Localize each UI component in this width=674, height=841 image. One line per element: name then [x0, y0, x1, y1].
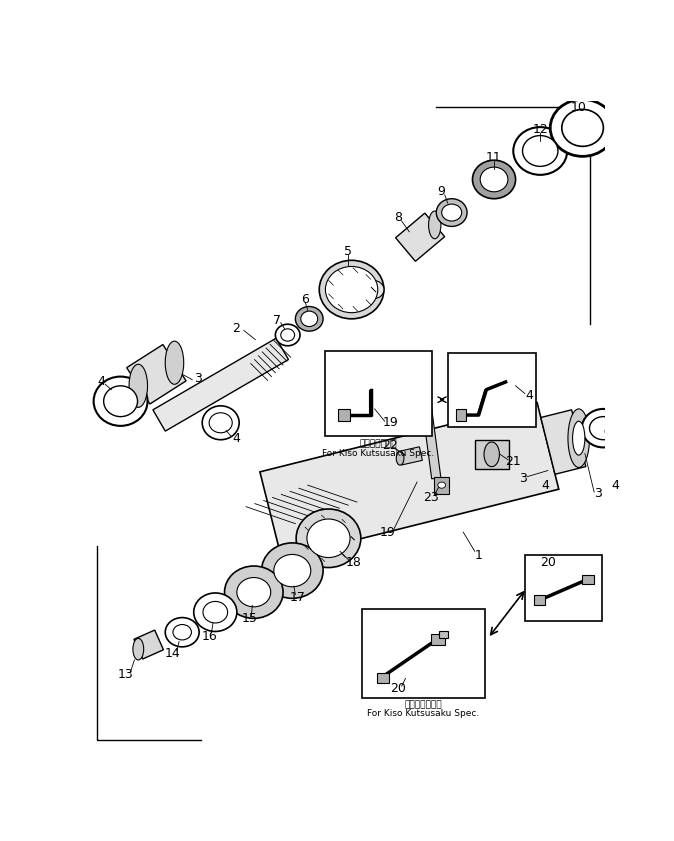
Text: 5: 5: [344, 245, 352, 257]
Ellipse shape: [129, 364, 148, 407]
Text: 4: 4: [541, 479, 549, 493]
Ellipse shape: [281, 329, 295, 341]
Text: 12: 12: [532, 123, 548, 136]
Text: 22: 22: [382, 439, 398, 452]
Text: 基礎掘削仕様用: 基礎掘削仕様用: [360, 440, 398, 449]
Text: 20: 20: [540, 557, 556, 569]
Bar: [431, 634, 445, 644]
Ellipse shape: [165, 617, 199, 647]
Polygon shape: [127, 345, 186, 404]
Ellipse shape: [326, 267, 377, 313]
Polygon shape: [153, 338, 288, 431]
Ellipse shape: [94, 377, 148, 426]
Polygon shape: [541, 410, 586, 474]
Text: 4: 4: [526, 389, 533, 401]
Ellipse shape: [202, 406, 239, 440]
Text: 2: 2: [232, 321, 240, 335]
Polygon shape: [134, 630, 164, 659]
Text: 4: 4: [232, 431, 240, 445]
Text: 4: 4: [612, 479, 619, 493]
Ellipse shape: [590, 416, 617, 440]
Bar: [534, 595, 545, 605]
Ellipse shape: [480, 167, 508, 192]
Ellipse shape: [274, 554, 311, 587]
Text: 基礎掘削仕様用: 基礎掘削仕様用: [404, 700, 442, 709]
Ellipse shape: [441, 204, 462, 221]
Text: 18: 18: [346, 557, 362, 569]
Ellipse shape: [295, 306, 323, 331]
Text: 19: 19: [382, 416, 398, 429]
Ellipse shape: [133, 638, 144, 660]
Polygon shape: [398, 447, 423, 465]
Bar: [325, 352, 433, 436]
Ellipse shape: [522, 135, 558, 167]
Ellipse shape: [514, 127, 568, 175]
Bar: [456, 409, 466, 421]
Bar: [338, 409, 350, 421]
Text: 21: 21: [506, 455, 521, 468]
Text: 6: 6: [301, 293, 309, 306]
Text: 11: 11: [486, 151, 502, 164]
Text: 19: 19: [380, 526, 396, 538]
Polygon shape: [396, 213, 445, 262]
Bar: [448, 353, 537, 426]
Ellipse shape: [209, 413, 233, 433]
Text: 16: 16: [202, 630, 217, 643]
Ellipse shape: [262, 543, 323, 598]
Ellipse shape: [296, 509, 361, 568]
Text: For Kiso Kutsusaku Spec.: For Kiso Kutsusaku Spec.: [322, 449, 435, 458]
Ellipse shape: [193, 593, 237, 632]
Text: 14: 14: [165, 648, 181, 660]
Text: 4: 4: [98, 375, 105, 389]
Ellipse shape: [165, 341, 184, 384]
Text: 20: 20: [390, 682, 406, 695]
Text: 7: 7: [273, 314, 281, 327]
Bar: [434, 477, 450, 494]
Ellipse shape: [224, 566, 283, 618]
Bar: [361, 609, 485, 698]
Ellipse shape: [550, 99, 615, 156]
Ellipse shape: [429, 211, 441, 239]
Text: 3: 3: [520, 472, 527, 484]
Ellipse shape: [276, 325, 300, 346]
Ellipse shape: [237, 578, 271, 607]
Ellipse shape: [568, 409, 590, 468]
Bar: [525, 555, 602, 621]
Ellipse shape: [582, 409, 625, 447]
Ellipse shape: [319, 261, 384, 319]
Ellipse shape: [301, 311, 317, 326]
Ellipse shape: [438, 482, 446, 489]
Text: For Kiso Kutsusaku Spec.: For Kiso Kutsusaku Spec.: [367, 709, 479, 718]
Polygon shape: [260, 403, 559, 558]
Bar: [439, 631, 448, 638]
Polygon shape: [417, 362, 441, 479]
Ellipse shape: [562, 109, 603, 146]
Ellipse shape: [396, 452, 404, 465]
Text: 8: 8: [394, 211, 402, 225]
Bar: [582, 575, 594, 584]
Text: 3: 3: [594, 487, 602, 500]
Ellipse shape: [472, 160, 516, 198]
Text: 10: 10: [571, 101, 586, 114]
Ellipse shape: [203, 601, 228, 623]
Bar: [377, 673, 388, 683]
Ellipse shape: [573, 421, 585, 455]
Ellipse shape: [104, 386, 137, 416]
Text: 1: 1: [474, 548, 483, 562]
Text: 17: 17: [290, 591, 305, 604]
Text: 13: 13: [118, 668, 134, 681]
Ellipse shape: [484, 442, 499, 467]
Bar: [474, 440, 510, 469]
Text: 3: 3: [193, 372, 202, 384]
Ellipse shape: [436, 198, 467, 226]
Ellipse shape: [173, 625, 191, 640]
Ellipse shape: [363, 280, 384, 299]
Text: 15: 15: [242, 612, 258, 625]
Ellipse shape: [307, 519, 350, 558]
Text: 23: 23: [423, 491, 439, 504]
Text: 9: 9: [437, 185, 446, 198]
